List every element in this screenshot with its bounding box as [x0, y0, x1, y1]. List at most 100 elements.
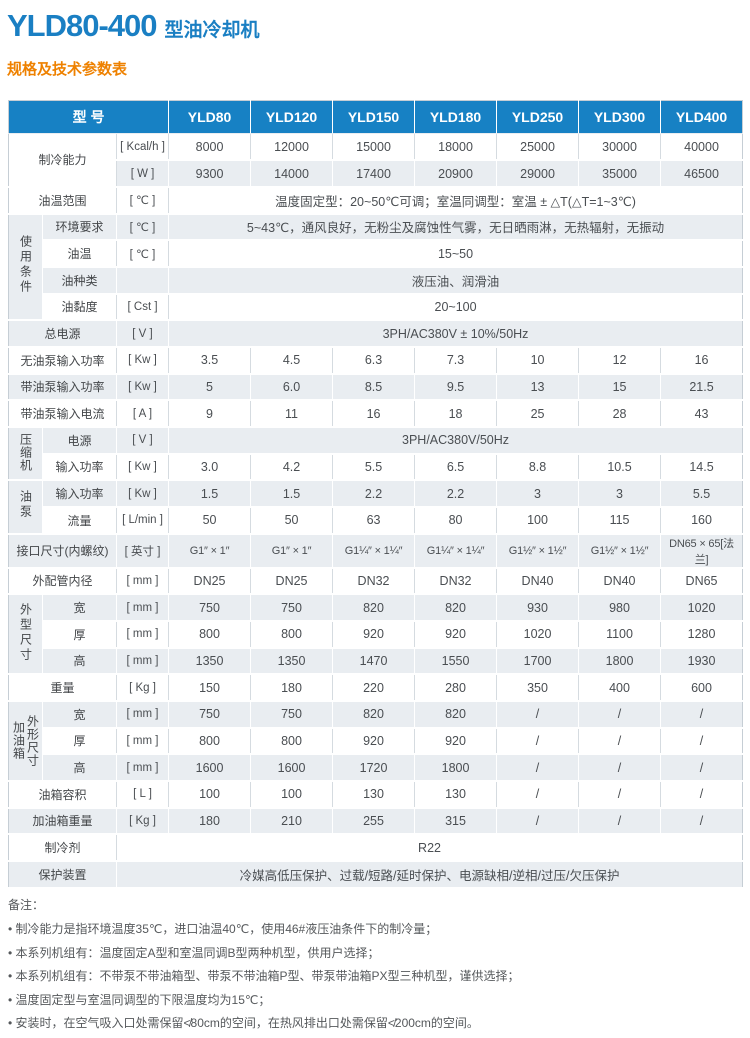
- row-dim-depth: 厚 [ mm ] 800 800 920 920 1020 1100 1280: [9, 620, 743, 649]
- value-cell: 11: [250, 400, 334, 428]
- group-label-tank-dims: 外形尺寸: [25, 714, 40, 767]
- row-label: 油温: [42, 240, 117, 268]
- section-subtitle: 规格及技术参数表: [7, 61, 128, 78]
- unit-cell: [ Kg ]: [116, 807, 170, 836]
- row-port-size: 接口尺寸(内螺纹) [ 英寸 ] G1″ × 1″ G1″ × 1″ G1¼″ …: [8, 533, 743, 569]
- value-cell: 9.5: [414, 373, 498, 402]
- value-cell: 10.5: [578, 453, 662, 482]
- value-cell: 12000: [250, 133, 334, 162]
- value-cell: 100: [250, 780, 334, 809]
- unit-cell: [ mm ]: [116, 620, 170, 649]
- value-cell: 800: [250, 620, 334, 649]
- value-cell: 820: [414, 700, 498, 729]
- model-header-yld80: YLD80: [168, 100, 252, 134]
- row-label: 宽: [42, 700, 117, 729]
- value-cell: /: [578, 807, 662, 836]
- group-label-dimensions: 外型尺寸: [8, 594, 43, 676]
- value-cell: 46500: [660, 160, 743, 188]
- value-cell: DN65 × 65[法兰]: [660, 533, 743, 569]
- row-main-power: 总电源 [ V ] 3PH/AC380V ± 10%/50Hz: [8, 320, 743, 348]
- model-header-yld120: YLD120: [250, 100, 334, 134]
- note-item: 本系列机组有：温度固定A型和室温同调B型两种机型，供用户选择；: [8, 944, 742, 961]
- row-label: 总电源: [8, 320, 117, 348]
- row-label: 带油泵输入功率: [8, 373, 117, 402]
- row-oil-temp: 油温 [ ℃ ] 15~50: [9, 240, 743, 268]
- value-cell: 1350: [168, 647, 252, 676]
- value-cell: 50: [168, 506, 252, 535]
- value-cell: 15000: [332, 133, 416, 162]
- group-label-tank: 加油箱: [11, 721, 26, 761]
- value-cell: 920: [332, 620, 416, 649]
- value-cell: 115: [578, 506, 662, 535]
- value-cell: 1350: [250, 647, 334, 676]
- value-cell: 16: [332, 400, 416, 428]
- value-cell: 8.8: [496, 453, 580, 482]
- value-cell: 920: [414, 620, 498, 649]
- value-cell: 21.5: [660, 373, 743, 402]
- value-cell: /: [496, 700, 580, 729]
- value-cell: /: [496, 807, 580, 836]
- unit-cell: [ V ]: [116, 426, 170, 455]
- value-cell: 1600: [168, 754, 252, 782]
- row-refrigerant: 制冷剂 R22: [8, 834, 743, 862]
- value-cell: 1100: [578, 620, 662, 649]
- group-label-usage: 使用条件: [8, 213, 43, 322]
- table-header-row: 型 号 YLD80 YLD120 YLD150 YLD180 YLD250 YL…: [8, 100, 743, 134]
- note-item: 本系列机组有：不带泵不带油箱型、带泵不带油箱P型、带泵带油箱PX型三种机型，谨供…: [8, 967, 742, 984]
- spanned-value: 3PH/AC380V/50Hz: [168, 426, 743, 455]
- row-label: 接口尺寸(内螺纹): [8, 533, 117, 569]
- row-label: 高: [42, 754, 117, 782]
- model-header-yld180: YLD180: [414, 100, 498, 134]
- value-cell: 350: [496, 674, 580, 702]
- unit-cell: [ mm ]: [116, 567, 170, 596]
- value-cell: 1720: [332, 754, 416, 782]
- unit-cell: [ Kw ]: [116, 346, 170, 375]
- value-cell: 28: [578, 400, 662, 428]
- value-cell: 2.2: [414, 480, 498, 508]
- row-label: 油种类: [42, 266, 117, 295]
- row-label: 油箱容积: [8, 780, 117, 809]
- value-cell: 150: [168, 674, 252, 702]
- row-label: 流量: [42, 506, 117, 535]
- spanned-value: 15~50: [168, 240, 743, 268]
- unit-cell: [ L/min ]: [116, 506, 170, 535]
- row-input-power-no-pump: 无油泵输入功率 [ Kw ] 3.5 4.5 6.3 7.3 10 12 16: [8, 346, 743, 375]
- unit-cell: [ A ]: [116, 400, 170, 428]
- value-cell: 80: [414, 506, 498, 535]
- value-cell: 750: [168, 594, 252, 622]
- value-cell: 980: [578, 594, 662, 622]
- row-label: 环境要求: [42, 213, 117, 242]
- value-cell: /: [578, 754, 662, 782]
- value-cell: DN25: [168, 567, 252, 596]
- value-cell: 750: [250, 594, 334, 622]
- value-cell: 43: [660, 400, 743, 428]
- value-cell: 315: [414, 807, 498, 836]
- unit-cell: [ Cst ]: [116, 293, 170, 322]
- value-cell: 820: [332, 594, 416, 622]
- value-cell: 180: [168, 807, 252, 836]
- unit-cell: [ ℃ ]: [116, 213, 170, 242]
- value-cell: 800: [168, 727, 252, 756]
- value-cell: DN32: [414, 567, 498, 596]
- value-cell: 5: [168, 373, 252, 402]
- model-header-yld150: YLD150: [332, 100, 416, 134]
- value-cell: 25000: [496, 133, 580, 162]
- row-label: 油温范围: [8, 186, 117, 215]
- value-cell: 5.5: [660, 480, 743, 508]
- unit-cell: [ L ]: [116, 780, 170, 809]
- value-cell: DN65: [660, 567, 743, 596]
- row-dim-width: 外型尺寸 宽 [ mm ] 750 750 820 820 930 980 10…: [8, 594, 743, 676]
- value-cell: 18: [414, 400, 498, 428]
- unit-cell: [ mm ]: [116, 754, 170, 782]
- value-cell: /: [496, 754, 580, 782]
- value-cell: 920: [332, 727, 416, 756]
- spanned-value: 3PH/AC380V ± 10%/50Hz: [168, 320, 743, 348]
- value-cell: 1020: [660, 594, 743, 622]
- value-cell: G1″ × 1″: [168, 533, 252, 569]
- model-header-yld400: YLD400: [660, 100, 743, 134]
- value-cell: 800: [250, 727, 334, 756]
- value-cell: DN25: [250, 567, 334, 596]
- value-cell: 17400: [332, 160, 416, 188]
- spec-sheet-page: YLD80-400 型油冷却机 规格及技术参数表 型 号 YLD80 YLD120…: [0, 0, 750, 1009]
- row-oil-type: 油种类 液压油、润滑油: [9, 266, 743, 295]
